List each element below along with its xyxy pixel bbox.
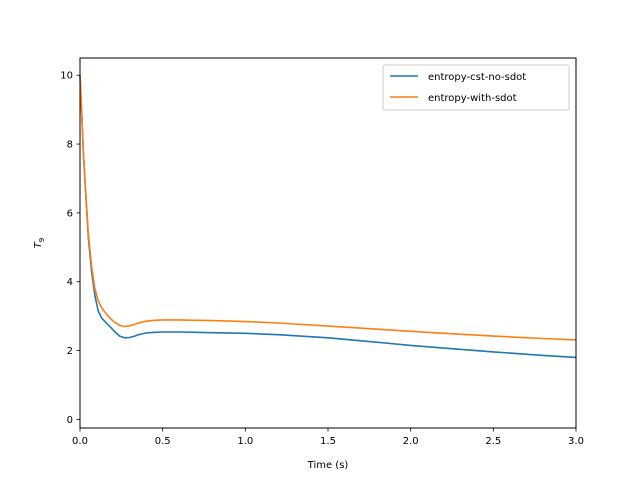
x-tick-label: 2.5 bbox=[485, 436, 501, 447]
y-axis: 0 2 4 6 8 10 bbox=[60, 71, 80, 426]
legend-box bbox=[382, 64, 570, 111]
y-tick-label: 0 bbox=[67, 415, 73, 426]
x-tick-label: 0.5 bbox=[155, 436, 171, 447]
x-tick-label: 1.5 bbox=[320, 436, 336, 447]
legend-entry-label: entropy-with-sdot bbox=[428, 93, 517, 104]
y-tick-label: 8 bbox=[67, 140, 73, 151]
legend-entry-label: entropy-cst-no-sdot bbox=[428, 72, 526, 83]
y-tick-label: 4 bbox=[67, 277, 73, 288]
x-axis: 0.0 0.5 1.0 1.5 2.0 2.5 3.0 bbox=[72, 428, 584, 447]
x-tick-label: 2.0 bbox=[403, 436, 419, 447]
x-tick-label: 1.0 bbox=[237, 436, 253, 447]
x-tick-label: 3.0 bbox=[568, 436, 584, 447]
plot-lines bbox=[79, 75, 577, 359]
x-tick-label: 0.0 bbox=[72, 436, 88, 447]
legend: entropy-cst-no-sdot entropy-with-sdot bbox=[382, 64, 570, 111]
y-axis-label: T9 bbox=[33, 238, 46, 249]
y-tick-label: 6 bbox=[67, 208, 73, 219]
y-tick-label: 2 bbox=[67, 346, 73, 357]
y-tick-label: 10 bbox=[60, 71, 73, 82]
x-axis-label: Time (s) bbox=[307, 460, 349, 471]
y-axis-label-base: T bbox=[33, 241, 44, 248]
series-line-2 bbox=[79, 75, 577, 341]
y-axis-label-subscript: 9 bbox=[38, 238, 46, 242]
